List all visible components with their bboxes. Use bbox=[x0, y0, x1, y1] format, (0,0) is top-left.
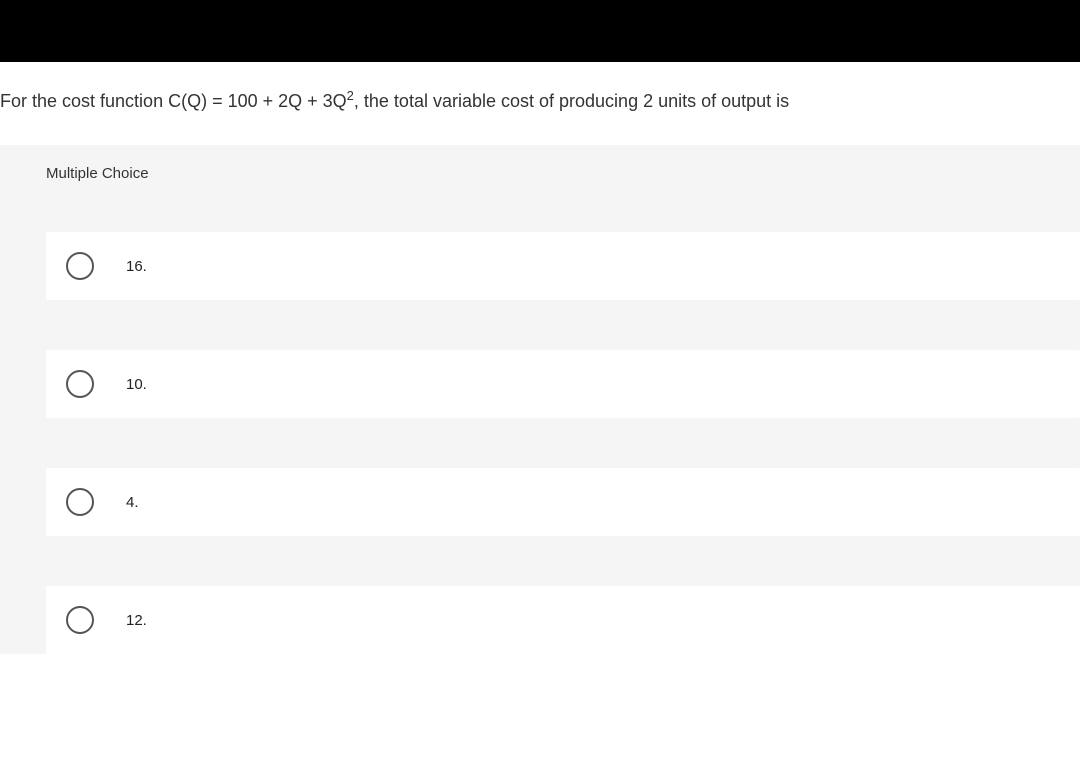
question-prefix: For the cost function C(Q) = 100 + 2Q + … bbox=[0, 91, 347, 111]
top-bar bbox=[0, 0, 1080, 62]
section-label: Multiple Choice bbox=[0, 145, 1080, 202]
question-text: For the cost function C(Q) = 100 + 2Q + … bbox=[0, 86, 1080, 115]
option-label: 4. bbox=[126, 494, 139, 511]
option-label: 10. bbox=[126, 376, 147, 393]
question-section: For the cost function C(Q) = 100 + 2Q + … bbox=[0, 62, 1080, 145]
radio-icon[interactable] bbox=[66, 488, 94, 516]
option-label: 12. bbox=[126, 612, 147, 629]
option-row[interactable]: 10. bbox=[46, 350, 1080, 418]
option-label: 16. bbox=[126, 258, 147, 275]
options-wrapper: 16. 10. 4. 12. bbox=[0, 202, 1080, 654]
question-suffix: , the total variable cost of producing 2… bbox=[354, 91, 789, 111]
radio-icon[interactable] bbox=[66, 606, 94, 634]
multiple-choice-section: Multiple Choice 16. 10. 4. 12. bbox=[0, 145, 1080, 654]
radio-icon[interactable] bbox=[66, 370, 94, 398]
radio-icon[interactable] bbox=[66, 252, 94, 280]
option-row[interactable]: 4. bbox=[46, 468, 1080, 536]
option-row[interactable]: 16. bbox=[46, 232, 1080, 300]
question-exponent: 2 bbox=[347, 88, 354, 103]
option-row[interactable]: 12. bbox=[46, 586, 1080, 654]
